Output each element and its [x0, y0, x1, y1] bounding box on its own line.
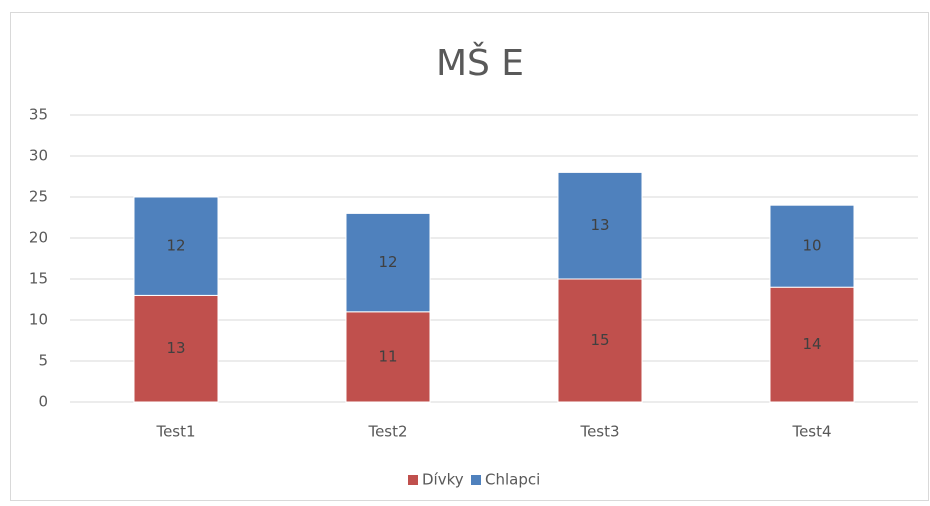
bar-segment: [769, 204, 855, 288]
y-tick-label: 10: [29, 311, 48, 329]
legend-swatch: [408, 475, 418, 485]
y-tick-label: 30: [29, 147, 48, 165]
legend-swatch: [471, 475, 481, 485]
bar-segment: [557, 171, 643, 280]
bar-segment: [345, 311, 431, 403]
data-label: 14: [802, 335, 821, 353]
chart-title: MŠ E: [436, 42, 524, 84]
legend-label: Chlapci: [485, 471, 540, 489]
x-tick-label: Test1: [155, 423, 195, 441]
bar-segment: [133, 294, 219, 403]
x-tick-label: Test2: [367, 423, 407, 441]
y-tick-label: 15: [29, 270, 48, 288]
data-label: 15: [590, 331, 609, 349]
y-tick-label: 20: [29, 229, 48, 247]
legend-label: Dívky: [422, 471, 464, 489]
data-label: 13: [166, 339, 185, 357]
data-label: 12: [166, 237, 185, 255]
y-tick-label: 25: [29, 188, 48, 206]
y-tick-label: 35: [29, 106, 48, 124]
x-tick-label: Test3: [579, 423, 619, 441]
bar-segment: [345, 212, 431, 313]
y-tick-label: 5: [38, 352, 48, 370]
bar-segment: [769, 286, 855, 403]
data-label: 11: [378, 347, 397, 365]
y-tick-label: 0: [38, 393, 48, 411]
x-tick-label: Test4: [791, 423, 831, 441]
data-label: 10: [802, 237, 821, 255]
data-label: 12: [378, 253, 397, 271]
data-label: 13: [590, 216, 609, 234]
bar-segment: [133, 196, 219, 296]
